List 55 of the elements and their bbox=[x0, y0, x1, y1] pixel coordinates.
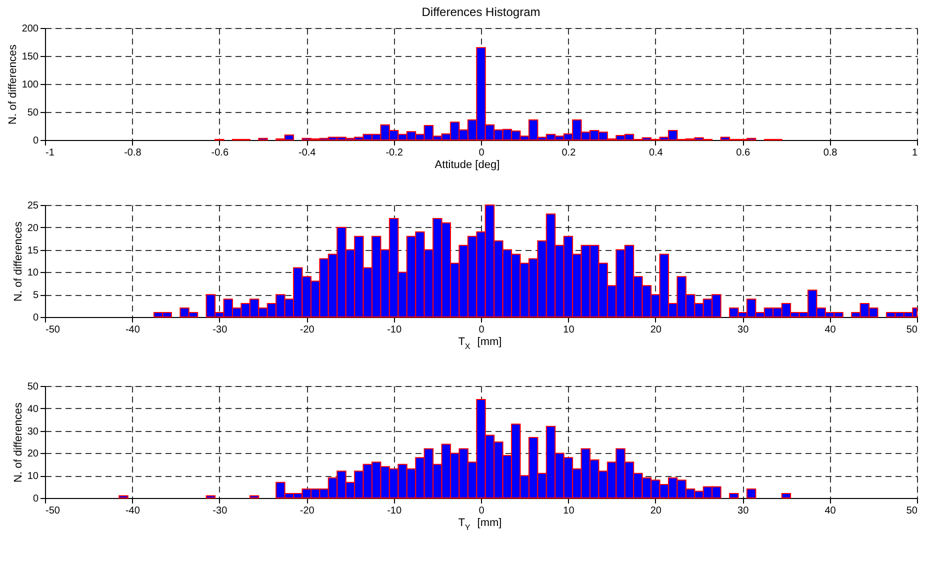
y-tick-label: 40 bbox=[27, 404, 39, 415]
x-tick-label: 40 bbox=[824, 324, 836, 336]
x-tick-label: 40 bbox=[824, 506, 836, 516]
y-tick-label: 20 bbox=[27, 448, 39, 460]
x-tick-label: -20 bbox=[300, 506, 315, 516]
y-axis-title: N. of differences bbox=[12, 221, 24, 302]
y-axis-title: N. of differences bbox=[12, 402, 24, 482]
y-tick-label: 50 bbox=[27, 108, 39, 118]
y-tick-label: 20 bbox=[27, 222, 39, 234]
y-tick-label: 100 bbox=[22, 80, 39, 90]
x-tick-label: -20 bbox=[300, 324, 315, 336]
y-tick-label: 30 bbox=[27, 426, 39, 438]
y-tick-label: 0 bbox=[32, 312, 39, 324]
x-tick-label: -0.2 bbox=[386, 148, 404, 158]
x-tick-label: -1 bbox=[46, 148, 55, 158]
x-tick-label: -30 bbox=[212, 324, 228, 336]
y-tick-label: 50 bbox=[27, 382, 39, 392]
x-tick-label: 0 bbox=[478, 324, 485, 336]
x-tick-label: -50 bbox=[46, 324, 60, 336]
x-tick-label: -40 bbox=[125, 324, 140, 336]
x-tick-label: 20 bbox=[650, 506, 662, 516]
x-tick-label: -30 bbox=[212, 506, 228, 516]
x-tick-label: -0.4 bbox=[298, 148, 316, 158]
y-tick-label: 150 bbox=[22, 52, 39, 62]
x-tick-label: 0 bbox=[478, 148, 485, 158]
x-tick-label: -0.8 bbox=[124, 148, 142, 158]
y-tick-label: 5 bbox=[32, 290, 39, 302]
x-tick-label: 0.2 bbox=[562, 148, 576, 158]
y-axis-title: N. of differences bbox=[6, 44, 19, 124]
chart-title: Differences Histogram bbox=[422, 5, 540, 19]
x-tick-label: -0.6 bbox=[211, 148, 229, 158]
x-tick-label: 50 bbox=[906, 324, 918, 336]
y-tick-label: 10 bbox=[27, 268, 39, 279]
y-tick-label: 25 bbox=[27, 200, 39, 212]
y-tick-label: 0 bbox=[32, 494, 39, 504]
x-tick-label: 50 bbox=[906, 506, 918, 516]
x-tick-label: 0.6 bbox=[736, 148, 750, 158]
x-tick-label: 20 bbox=[650, 324, 662, 336]
x-tick-label: 0.8 bbox=[823, 148, 838, 158]
x-tick-label: -10 bbox=[387, 324, 402, 336]
y-tick-label: 10 bbox=[27, 471, 39, 482]
x-tick-label: -40 bbox=[125, 506, 140, 516]
x-tick-label: 1 bbox=[912, 148, 918, 158]
x-tick-label: 30 bbox=[738, 506, 750, 516]
x-tick-label: 30 bbox=[738, 324, 750, 336]
x-tick-label: 10 bbox=[563, 324, 575, 336]
y-tick-label: 200 bbox=[22, 24, 39, 34]
x-axis-title: Attitude [deg] bbox=[434, 159, 500, 171]
x-tick-label: 0.4 bbox=[648, 148, 664, 158]
x-tick-label: -10 bbox=[387, 506, 402, 516]
y-tick-label: 15 bbox=[27, 245, 39, 256]
x-tick-label: 10 bbox=[563, 506, 575, 516]
y-tick-label: 0 bbox=[32, 136, 39, 146]
x-tick-label: -50 bbox=[46, 506, 60, 516]
x-tick-label: 0 bbox=[478, 506, 485, 516]
